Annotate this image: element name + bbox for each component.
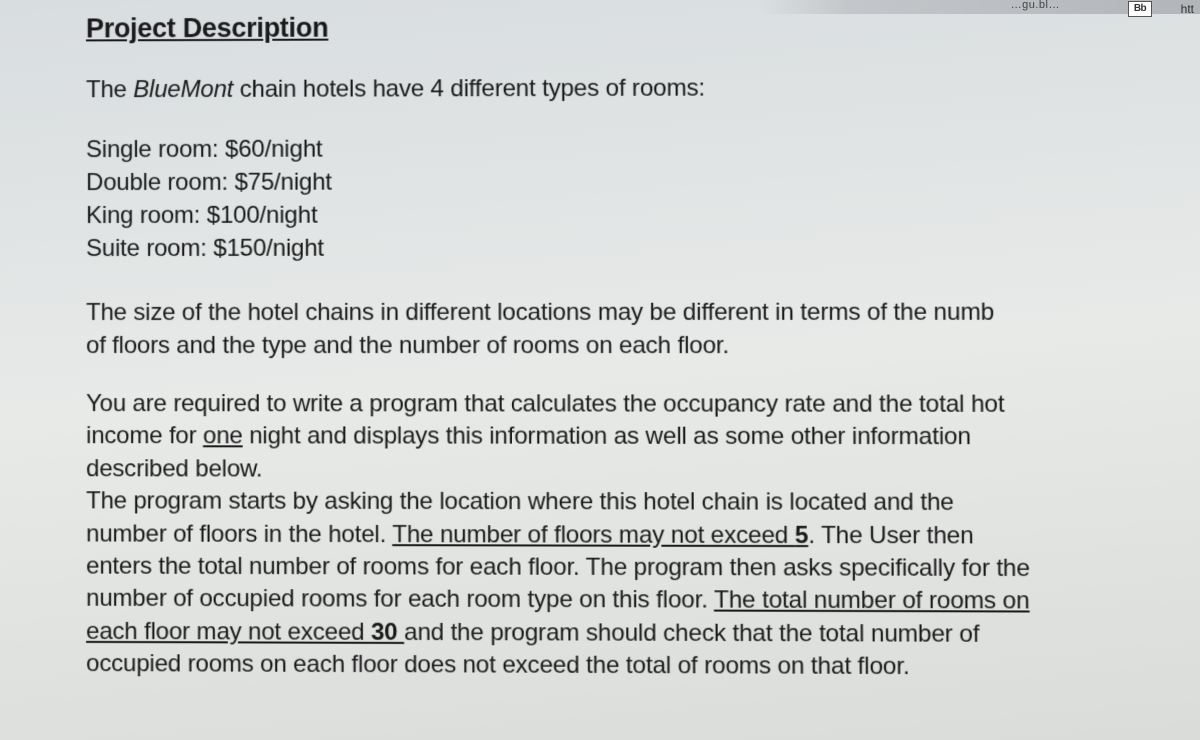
room-double: Double room: $75/night — [86, 164, 1200, 199]
requirements-paragraph: You are required to write a program that… — [86, 388, 1200, 685]
room-price-list: Single room: $60/night Double room: $75/… — [86, 130, 1200, 265]
req-line-5a: number of floors in the hotel. — [86, 520, 392, 548]
req-line-8b: and the program should check that the to… — [404, 619, 979, 648]
rooms-constraint-2: each floor may not exceed — [86, 618, 371, 646]
brand-name: BlueMont — [133, 76, 233, 103]
intro-paragraph: The BlueMont chain hotels have 4 differe… — [86, 71, 1200, 107]
intro-text-1: The — [86, 77, 133, 104]
size-line-1: The size of the hotel chains in differen… — [86, 297, 1200, 330]
room-single: Single room: $60/night — [86, 130, 1200, 166]
req-line-3: described below. — [86, 453, 1200, 487]
req-line-6: enters the total number of rooms for eac… — [86, 550, 1200, 586]
floors-constraint: The number of floors may not exceed — [392, 521, 795, 549]
req-line-9: occupied rooms on each floor does not ex… — [86, 648, 1200, 685]
room-suite: Suite room: $150/night — [86, 231, 1200, 265]
thirty-bold: 30 — [371, 618, 404, 645]
room-king: King room: $100/night — [86, 197, 1200, 232]
rooms-constraint-1: The total number of rooms on — [714, 587, 1030, 615]
one-underlined: one — [203, 423, 243, 450]
req-line-7a: number of occupied rooms for each room t… — [86, 585, 714, 614]
size-paragraph: The size of the hotel chains in differen… — [86, 297, 1200, 363]
req-line-4: The program starts by asking the locatio… — [86, 485, 1200, 520]
five-bold: 5 — [795, 521, 809, 548]
req-line-2b: night and displays this information as w… — [243, 423, 971, 451]
size-line-2: of floors and the type and the number of… — [86, 330, 1200, 363]
page-title: Project Description — [86, 6, 1200, 46]
req-line-2a: income for — [86, 423, 203, 450]
req-line-5b: . The User then — [808, 521, 973, 549]
document-body: Project Description The BlueMont chain h… — [0, 0, 1200, 685]
intro-text-2: chain hotels have 4 different types of r… — [233, 75, 705, 103]
req-line-1: You are required to write a program that… — [86, 388, 1200, 421]
